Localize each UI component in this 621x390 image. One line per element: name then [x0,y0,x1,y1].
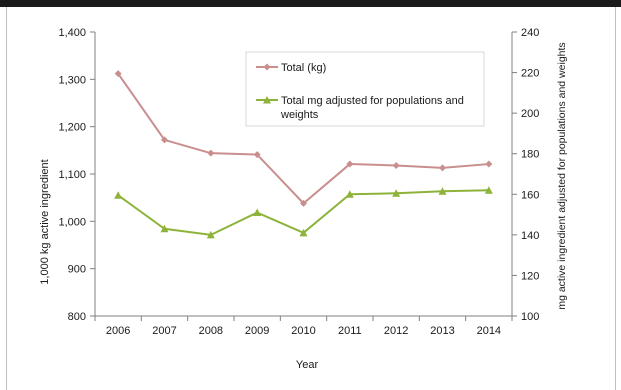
x-tick-label: 2007 [152,325,176,337]
left-tick-label: 800 [68,311,86,323]
data-point-triangle [345,190,354,198]
data-point-triangle [253,208,262,217]
left-tick-label: 1,400 [58,27,86,39]
series-total-kg [114,70,493,207]
y-axis-label: 1,000 kg active ingredient [39,159,51,284]
left-tick-label: 1,300 [58,74,86,86]
x-tick-label: 2008 [199,325,223,337]
data-point-triangle [114,191,123,199]
right-tick-label: 120 [521,270,539,282]
data-point-diamond [346,160,354,168]
x-axis-ticks: 2006 2007 2008 2009 2010 2011 2012 2013 2014 [94,316,513,337]
legend-marker-diamond [263,63,271,71]
data-point-triangle [392,189,401,197]
data-point-triangle [438,187,447,195]
legend-label-total-mg-line1: Total mg adjusted for populations and [281,95,464,107]
legend-marker-triangle [263,96,271,104]
legend-label-total-kg: Total (kg) [281,62,326,74]
right-tick-label: 200 [521,108,539,120]
x-tick-label: 2013 [430,325,454,337]
legend: Total (kg) Total mg adjusted for populat… [245,51,485,127]
data-point-diamond [485,160,493,168]
x-tick-label: 2012 [384,325,408,337]
right-border [615,7,616,390]
data-point-diamond [207,149,215,157]
right-tick-label: 140 [521,230,539,242]
right-tick-label: 220 [521,68,539,80]
left-tick-label: 900 [68,264,86,276]
data-point-diamond [392,161,400,169]
series-total-mg-adjusted [114,186,493,239]
x-tick-label: 2011 [338,325,362,337]
data-point-diamond [114,70,122,78]
right-tick-label: 160 [521,189,539,201]
right-tick-label: 100 [521,311,539,323]
data-point-diamond [253,151,261,159]
x-tick-label: 2009 [245,325,269,337]
left-axis-ticks: 800 900 1,000 1,100 1,200 1,300 1,400 [58,27,95,323]
top-border [0,0,621,7]
x-tick-label: 2014 [477,325,501,337]
data-point-triangle [299,228,308,237]
right-tick-label: 180 [521,149,539,161]
x-axis-label: Year [296,359,319,371]
data-point-triangle [484,186,493,194]
data-point-diamond [439,164,446,172]
left-border [6,7,7,390]
x-tick-label: 2006 [106,325,130,337]
x-tick-label: 2010 [291,325,315,337]
data-point-diamond [300,199,307,207]
legend-box [245,51,485,127]
left-tick-label: 1,100 [58,169,86,181]
series-line [117,189,489,236]
data-point-triangle [206,230,215,239]
left-tick-label: 1,200 [58,122,86,134]
right-tick-label: 240 [521,27,539,39]
y2-axis-label: mg active ingredient adjusted for popula… [556,42,568,309]
legend-label-total-mg-line2: weights [280,109,319,121]
legend-label-total-mg: Total mg adjusted for populations and we… [280,95,467,121]
left-tick-label: 1,000 [58,216,86,228]
data-point-triangle [160,224,169,233]
data-point-diamond [161,136,168,144]
right-axis-ticks: 100 120 140 160 180 200 220 240 [512,27,539,323]
series-layer [114,70,493,239]
